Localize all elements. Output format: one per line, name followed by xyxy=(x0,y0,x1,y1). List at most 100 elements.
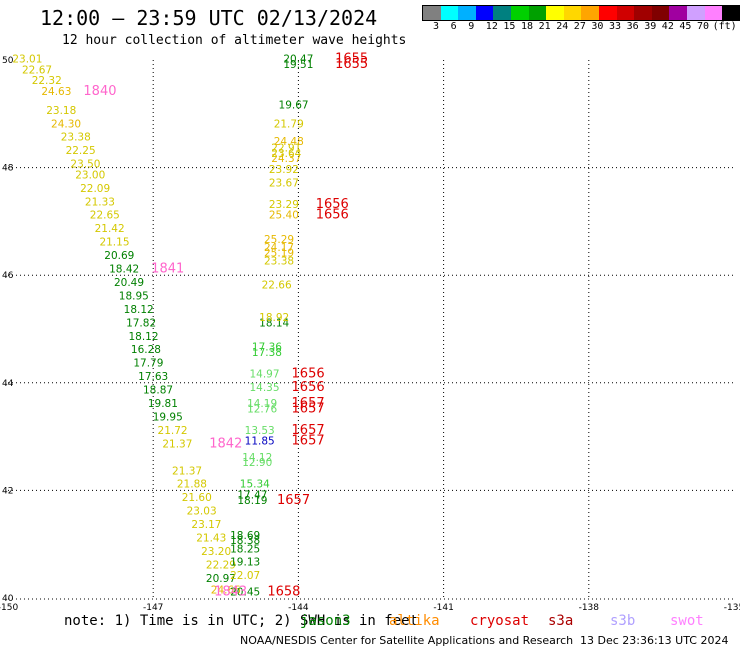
pass-time-label: 1657 xyxy=(292,423,325,438)
satellite-legend-item: jason3 xyxy=(300,613,351,629)
legend-swatch xyxy=(634,6,652,20)
wave-height-label: 17.82 xyxy=(126,317,156,329)
wave-height-label: 22.09 xyxy=(80,183,110,195)
wave-height-label: 18.12 xyxy=(124,304,154,316)
legend-swatch xyxy=(528,6,547,20)
wave-height-label: 23.64 xyxy=(271,148,301,160)
pass-time-label: 1656 xyxy=(316,197,349,212)
pass-time-label: 1841 xyxy=(151,262,184,277)
lon-tick-label: -150 xyxy=(0,603,18,613)
wave-height-label: 18.19 xyxy=(237,495,267,507)
wave-height-label: 14.35 xyxy=(249,382,279,394)
pass-time-label: 1657 xyxy=(277,493,310,508)
lon-tick-label: -141 xyxy=(433,603,453,613)
legend-label: 70 xyxy=(697,21,710,32)
wave-height-label: 23.03 xyxy=(187,506,217,518)
wave-height-label: 18.87 xyxy=(143,385,173,397)
lat-tick-label: 42 xyxy=(2,486,13,496)
wave-height-label: 23.17 xyxy=(191,519,221,531)
wave-height-label: 23.18 xyxy=(46,105,76,117)
wave-height-label: 22.25 xyxy=(66,145,96,157)
wave-height-label: 22.32 xyxy=(32,75,62,87)
satellite-legend-item: s3a xyxy=(548,613,574,629)
pass-time-label: 1842 xyxy=(209,436,242,451)
lat-tick-label: 44 xyxy=(2,379,14,389)
wave-height-label: 19.95 xyxy=(153,411,183,423)
wave-height-label: 23.38 xyxy=(264,255,294,267)
wave-height-label: 23.01 xyxy=(12,54,42,66)
legend-swatch xyxy=(423,6,441,20)
wave-height-label: 18.12 xyxy=(128,331,158,343)
legend-label: 6 xyxy=(450,21,457,32)
wave-height-label: 18.69 xyxy=(230,530,260,542)
wave-height-label: 20.47 xyxy=(283,54,313,66)
legend-swatch xyxy=(686,6,705,20)
legend-label: 18 xyxy=(521,21,534,32)
wave-height-label: 14.19 xyxy=(247,398,277,410)
legend-label: 36 xyxy=(626,21,639,32)
wave-height-label: 14.97 xyxy=(249,368,279,380)
legend-label: 12 xyxy=(485,21,498,32)
wave-height-label: 22.67 xyxy=(22,64,52,76)
lon-tick-label: -135 xyxy=(724,603,740,613)
legend-swatch xyxy=(704,6,723,20)
wave-height-label: 23.00 xyxy=(75,169,105,181)
wave-height-label: 23.20 xyxy=(201,546,231,558)
footer-note: note: 1) Time is in UTC; 2) SWH is in fe… xyxy=(64,613,419,629)
legend-label: 15 xyxy=(503,21,516,32)
wave-height-label: 19.13 xyxy=(230,557,260,569)
wave-height-label: 21.37 xyxy=(172,465,202,477)
legend-unit: (ft) xyxy=(712,21,737,32)
legend-label: 3 xyxy=(433,21,440,32)
pass-time-label: 1658 xyxy=(267,584,300,599)
wave-height-label: 19.51 xyxy=(283,59,313,71)
satellite-legend-item: swot xyxy=(670,613,704,629)
wave-height-label: 19.81 xyxy=(148,398,178,410)
wave-height-label: 13.53 xyxy=(245,425,275,437)
pass-time-label: 1655 xyxy=(335,57,368,72)
wave-height-label: 17.79 xyxy=(133,358,163,370)
wave-height-label: 17.36 xyxy=(252,342,282,354)
wave-height-label: 17.63 xyxy=(138,371,168,383)
wave-height-label: 23.38 xyxy=(61,132,91,144)
wave-height-label: 24.30 xyxy=(51,118,81,130)
wave-height-label: 21.88 xyxy=(177,479,207,491)
legend-label: 39 xyxy=(644,21,657,32)
legend-label: 33 xyxy=(609,21,622,32)
satellite-legend-item: s3b xyxy=(610,613,636,629)
pass-time-label: 1657 xyxy=(292,401,325,416)
wave-height-label: 12.76 xyxy=(247,403,277,415)
legend-swatch xyxy=(493,6,511,20)
legend-swatch xyxy=(722,6,740,20)
wave-height-label: 23.50 xyxy=(70,159,100,171)
pass-time-label: 1656 xyxy=(292,380,325,395)
legend-swatch xyxy=(669,6,687,20)
lat-tick-label: 46 xyxy=(2,271,14,281)
page-subtitle: 12 hour collection of altimeter wave hei… xyxy=(62,33,407,48)
wave-height-label: 20.45 xyxy=(230,586,260,598)
legend-swatch xyxy=(598,6,617,20)
lat-tick-label: 50 xyxy=(2,56,14,66)
generated-timestamp: 13 Dec 23:36:13 UTC 2024 xyxy=(580,634,729,647)
wave-height-label: 21.15 xyxy=(99,237,129,249)
legend-swatch xyxy=(546,6,564,20)
wave-height-label: 23.29 xyxy=(269,199,299,211)
wave-height-label: 21.42 xyxy=(95,223,125,235)
wave-height-label: 20.97 xyxy=(206,573,236,585)
wave-height-label: 25.29 xyxy=(264,234,294,246)
legend-swatch xyxy=(458,6,476,20)
credit-line: NOAA/NESDIS Center for Satellite Applica… xyxy=(240,634,574,647)
wave-height-label: 12.90 xyxy=(242,457,272,469)
pass-time-label: 1843 xyxy=(214,584,247,599)
wave-height-label: 22.66 xyxy=(262,280,292,292)
satellite-legend-item: cryosat xyxy=(470,613,530,629)
pass-time-label: 1655 xyxy=(335,52,368,67)
legend-label: 24 xyxy=(556,21,569,32)
wave-height-label: 18.42 xyxy=(109,264,139,276)
wave-height-label: 18.14 xyxy=(259,317,289,329)
wave-height-label: 24.17 xyxy=(264,242,294,254)
lon-tick-label: -138 xyxy=(579,603,600,613)
wave-height-label: 23.67 xyxy=(269,177,299,189)
wave-height-label: 21.43 xyxy=(196,533,226,545)
lat-tick-label: 48 xyxy=(2,164,14,174)
